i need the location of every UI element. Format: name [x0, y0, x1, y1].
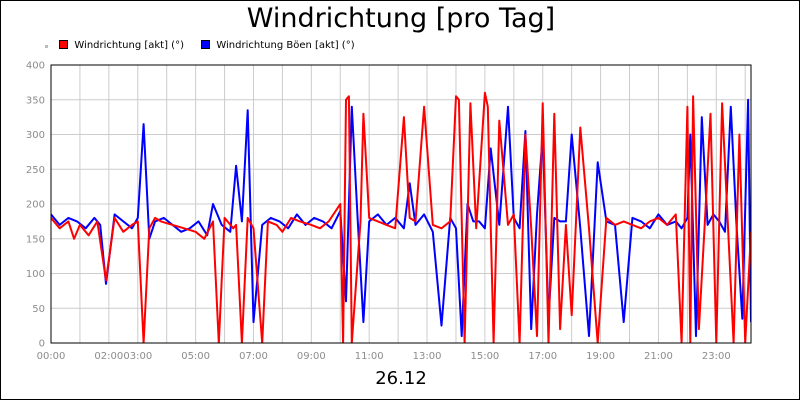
legend: Windrichtung [akt] (°) Windrichtung Böen… [45, 39, 369, 54]
legend-item-blue: Windrichtung Böen [akt] (°) [201, 39, 355, 52]
y-tick-label: 350 [26, 95, 45, 106]
y-tick-label: 0 [39, 339, 45, 350]
x-tick-label: 17:00 [528, 351, 557, 362]
legend-item-red: Windrichtung [akt] (°) [59, 39, 184, 52]
x-tick-label: 05:00 [181, 351, 210, 362]
y-tick-label: 200 [26, 200, 45, 211]
x-tick-label: 15:00 [470, 351, 499, 362]
y-tick-label: 400 [26, 61, 45, 72]
x-tick-label: 19:00 [586, 351, 615, 362]
legend-swatch-red [59, 39, 69, 49]
x-tick-label: 00:00 [37, 351, 66, 362]
y-tick-label: 50 [32, 304, 45, 315]
x-tick-label: 09:00 [297, 351, 326, 362]
x-tick-label: 13:00 [413, 351, 442, 362]
y-tick-label: 250 [26, 165, 45, 176]
x-tick-label: 11:00 [355, 351, 384, 362]
legend-label-red: Windrichtung [akt] (°) [74, 40, 184, 51]
x-tick-label: 02:00 [94, 351, 123, 362]
legend-marker-icon [45, 44, 48, 48]
chart-title: Windrichtung [pro Tag] [246, 3, 556, 34]
x-tick-label: 21:00 [644, 351, 673, 362]
series-line-windrichtung [51, 91, 751, 343]
date-label: 26.12 [375, 368, 427, 389]
x-tick-label: 07:00 [239, 351, 268, 362]
y-tick-label: 100 [26, 269, 45, 280]
legend-label-blue: Windrichtung Böen [akt] (°) [216, 40, 355, 51]
y-tick-label: 150 [26, 234, 45, 245]
legend-swatch-blue [201, 39, 211, 49]
y-tick-label: 300 [26, 130, 45, 141]
plot-border [50, 64, 752, 344]
x-tick-label: 23:00 [702, 351, 731, 362]
x-tick-label: 03:00 [123, 351, 152, 362]
